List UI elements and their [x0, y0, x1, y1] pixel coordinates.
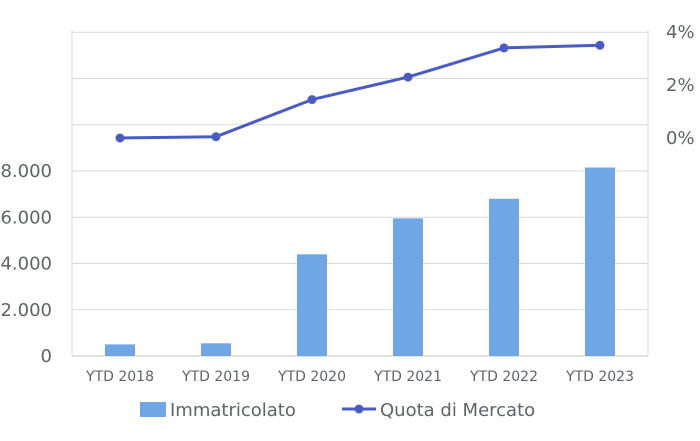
x-tick-label: YTD 2023 [565, 369, 634, 385]
line-path [119, 43, 601, 140]
bar [201, 343, 231, 356]
line-point [595, 40, 605, 50]
x-tick-label: YTD 2020 [277, 369, 346, 385]
bar-series [105, 167, 615, 357]
legend-label-immatricolato: Immatricolato [170, 400, 296, 421]
bar [489, 198, 519, 357]
line-point [403, 72, 413, 82]
x-tick-label: YTD 2021 [373, 369, 442, 385]
left-axis-ticks: 0 2.000 4.000 6.000 8.000 [0, 161, 52, 367]
right-tick-label: 0% [666, 128, 695, 149]
x-tick-label: YTD 2018 [85, 369, 154, 385]
legend-marker-quota [354, 404, 364, 414]
legend-label-quota: Quota di Mercato [380, 400, 535, 421]
right-axis-ticks: 0% 2% 4% [666, 22, 695, 149]
left-tick-label: 8.000 [0, 161, 52, 182]
left-tick-label: 4.000 [0, 254, 52, 275]
grid-lines [71, 30, 649, 357]
line-point [211, 132, 221, 142]
legend: Immatricolato Quota di Mercato [140, 400, 535, 421]
right-tick-label: 4% [666, 22, 695, 43]
right-tick-label: 2% [666, 75, 695, 96]
bar [297, 254, 327, 357]
line-point [307, 95, 317, 105]
bar [393, 218, 423, 356]
line-series [115, 40, 605, 143]
left-tick-label: 2.000 [0, 300, 52, 321]
bar [105, 344, 135, 356]
line-point [115, 133, 125, 143]
left-tick-label: 0 [41, 346, 52, 367]
legend-swatch-immatricolato [140, 402, 166, 417]
left-tick-label: 6.000 [0, 207, 52, 228]
x-tick-label: YTD 2022 [469, 369, 538, 385]
x-tick-label: YTD 2019 [181, 369, 250, 385]
bar [585, 167, 615, 356]
x-axis-ticks: YTD 2018 YTD 2019 YTD 2020 YTD 2021 YTD 2022… [85, 369, 634, 385]
line-point [499, 43, 509, 53]
